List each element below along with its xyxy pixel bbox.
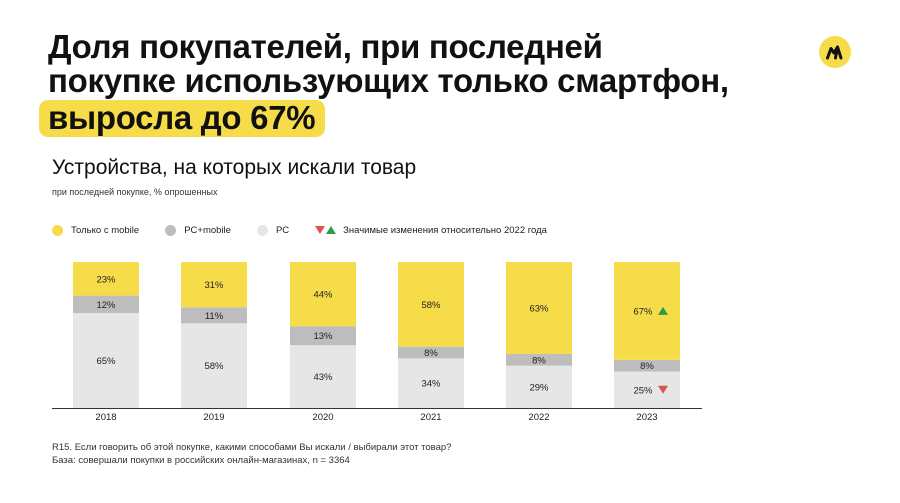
bar-2022-pc-mobile xyxy=(506,353,572,366)
significance-up-2023-icon xyxy=(658,306,668,315)
up-triangle-icon xyxy=(326,226,337,234)
data-label-2021-pc-mobile: 8% xyxy=(424,348,438,359)
data-label-2022-mobile: 63% xyxy=(529,303,549,314)
legend-label-mobile: Только с mobile xyxy=(71,224,140,236)
significance-down-2023-icon xyxy=(658,385,668,394)
footnote-base: База: совершали покупки в российских онл… xyxy=(52,455,350,466)
bar-2021-pc xyxy=(398,358,464,408)
bar-2021-pc-mobile xyxy=(398,346,464,359)
footnote-question: R15. Если говорить об этой покупке, каки… xyxy=(52,442,452,453)
bar-2023-mobile xyxy=(614,262,680,360)
data-label-2019-mobile: 31% xyxy=(204,280,224,291)
data-label-2020-mobile: 44% xyxy=(313,290,333,301)
x-tick-label-2021: 2021 xyxy=(420,412,441,423)
x-tick-label-2023: 2023 xyxy=(636,412,657,423)
bar-2023-pc-mobile xyxy=(614,359,680,372)
bar-2019-mobile xyxy=(181,262,247,308)
title-line-2: покупке использующих только смартфон, xyxy=(48,62,729,99)
data-label-2021-mobile: 58% xyxy=(421,300,441,311)
data-label-2022-pc: 29% xyxy=(529,382,549,393)
data-label-2022-pc-mobile: 8% xyxy=(532,355,546,366)
data-label-2021-pc: 34% xyxy=(421,379,441,390)
data-label-2023-pc: 25% xyxy=(633,385,653,396)
legend: Только с mobile PC+mobile PC Значимые из… xyxy=(52,223,573,237)
legend-item-change: Значимые изменения относительно 2022 год… xyxy=(315,225,547,236)
bar-2020-pc-mobile xyxy=(290,326,356,346)
legend-swatch-pc xyxy=(256,224,268,236)
legend-label-pc-mobile: PC+mobile xyxy=(184,224,231,236)
data-label-2023-mobile: 67% xyxy=(633,306,653,317)
data-label-2019-pc: 58% xyxy=(204,361,224,372)
bar-2022-mobile xyxy=(506,262,572,354)
bar-2020-mobile xyxy=(290,262,356,327)
page-title: Доля покупателей, при последней покупке … xyxy=(39,28,729,137)
legend-label-change: Значимые изменения относительно 2022 год… xyxy=(343,224,547,236)
bar-2020-pc xyxy=(290,345,356,408)
legend-label-pc: PC xyxy=(275,224,290,236)
down-triangle-icon xyxy=(315,226,326,234)
data-label-2018-pc: 65% xyxy=(96,356,116,367)
legend-swatch-pc-mobile xyxy=(165,224,177,236)
bar-2023-pc xyxy=(614,371,680,408)
data-label-2020-pc: 43% xyxy=(313,372,333,383)
footnote: R15. Если говорить об этой покупке, каки… xyxy=(52,441,451,467)
data-label-2018-pc-mobile: 12% xyxy=(96,300,116,311)
chart-note: при последней покупке, % опрошенных xyxy=(52,187,218,197)
data-label-2018-mobile: 23% xyxy=(96,274,116,285)
data-label-2020-pc-mobile: 13% xyxy=(313,331,333,342)
bar-2018-pc-mobile xyxy=(73,295,139,314)
title-highlight: выросла до 67% xyxy=(39,100,326,137)
bar-2018-mobile xyxy=(73,262,139,296)
x-tick-label-2022: 2022 xyxy=(528,412,549,423)
legend-item-mobile: Только с mobile xyxy=(52,224,140,236)
bar-2018-pc xyxy=(73,313,139,408)
bar-2019-pc xyxy=(181,323,247,408)
title-line-1: Доля покупателей, при последней xyxy=(48,28,603,65)
data-label-2019-pc-mobile: 11% xyxy=(205,311,224,322)
legend-item-pc-mobile: PC+mobile xyxy=(165,224,231,236)
bar-2019-pc-mobile xyxy=(181,307,247,324)
chart-subtitle: Устройства, на которых искали товар xyxy=(52,156,417,179)
x-tick-label-2020: 2020 xyxy=(312,412,333,423)
legend-item-pc: PC xyxy=(256,224,290,236)
bar-2021-mobile xyxy=(398,262,464,347)
x-tick-label-2019: 2019 xyxy=(203,412,224,423)
data-label-2023-pc-mobile: 8% xyxy=(640,361,654,372)
bar-2022-pc xyxy=(506,365,572,408)
x-tick-label-2018: 2018 xyxy=(95,412,116,423)
legend-swatch-mobile xyxy=(52,224,63,236)
yandex-market-logo-icon xyxy=(819,36,851,68)
